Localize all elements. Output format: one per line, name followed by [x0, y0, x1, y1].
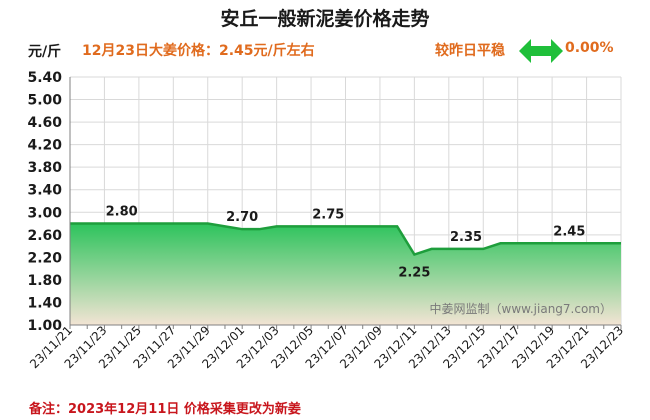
data-label: 2.45 — [553, 224, 585, 239]
compare-label: 较昨日平稳 — [435, 43, 505, 59]
y-tick-label: 3.40 — [27, 183, 62, 199]
data-label: 2.35 — [450, 230, 482, 245]
y-tick-label: 1.40 — [27, 295, 62, 311]
y-tick-label: 5.40 — [27, 70, 62, 86]
y-tick-label: 4.20 — [27, 138, 62, 154]
footer-note: 备注：2023年12月11日 价格采集更改为新姜 — [29, 402, 301, 417]
price-line — [70, 222, 621, 257]
chart-title: 安丘一般新泥姜价格走势 — [220, 8, 430, 30]
watermark: 中姜网监制（www.jiang7.com） — [430, 301, 612, 316]
y-tick-label: 5.00 — [27, 93, 62, 109]
y-axis-unit-label: 元/斤 — [28, 44, 62, 60]
data-label: 2.25 — [398, 266, 430, 281]
data-label: 2.70 — [226, 210, 258, 225]
y-tick-label: 1.80 — [27, 273, 62, 289]
data-labels: 2.80 2.70 2.75 2.25 2.35 2.45 — [106, 205, 586, 281]
double-arrow-icon — [519, 37, 563, 69]
y-tick-label: 3.80 — [27, 160, 62, 176]
price-headline: 12月23日大姜价格：2.45元/斤左右 — [82, 43, 315, 59]
data-label: 2.75 — [312, 207, 344, 222]
y-tick-label: 1.00 — [27, 318, 62, 334]
y-tick-label: 2.60 — [27, 228, 62, 244]
compare-value: 0.00% — [565, 40, 614, 56]
data-label: 2.80 — [106, 205, 138, 220]
y-tick-label: 2.20 — [27, 250, 62, 266]
y-tick-label: 4.60 — [27, 115, 62, 131]
y-tick-label: 3.00 — [27, 205, 62, 221]
